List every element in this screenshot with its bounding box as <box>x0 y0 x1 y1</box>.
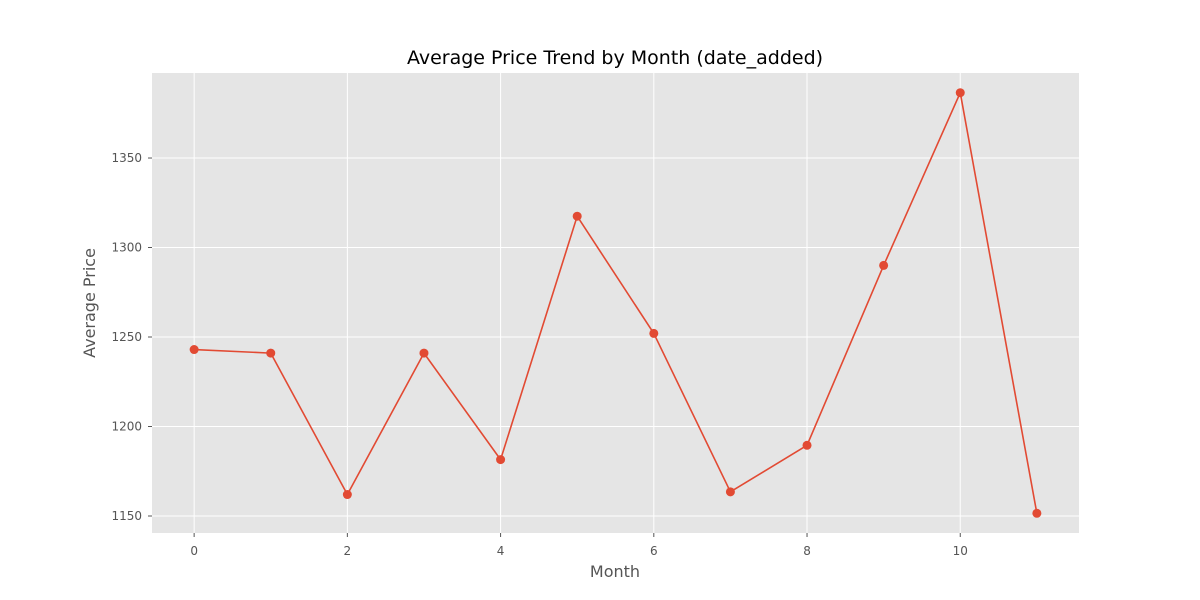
plot-area <box>152 73 1079 533</box>
y-tick-label: 1150 <box>111 509 142 523</box>
chart-title: Average Price Trend by Month (date_added… <box>407 47 823 69</box>
data-point <box>342 490 352 500</box>
y-tick-label: 1200 <box>111 420 142 434</box>
y-tick-label: 1300 <box>111 241 142 255</box>
x-tick-label: 6 <box>650 544 658 558</box>
grid-lines <box>152 73 1079 533</box>
x-tick-label: 0 <box>190 544 198 558</box>
data-series <box>189 88 1042 518</box>
data-point <box>1032 508 1042 518</box>
data-point <box>189 345 199 355</box>
x-tick-label: 8 <box>803 544 811 558</box>
x-axis-title: Month <box>590 562 640 581</box>
data-point <box>266 348 276 358</box>
data-point <box>879 260 889 270</box>
axis-ticks: 0 2 4 6 8 10 1150 1200 1250 1300 1350 <box>111 151 967 558</box>
x-tick-label: 4 <box>497 544 505 558</box>
data-point <box>955 88 965 98</box>
x-tick-label: 10 <box>953 544 968 558</box>
data-point <box>802 440 812 450</box>
data-point <box>419 348 429 358</box>
y-tick-label: 1350 <box>111 151 142 165</box>
data-point <box>496 455 506 465</box>
data-point <box>572 211 582 221</box>
y-axis-title: Average Price <box>80 248 99 358</box>
y-tick-label: 1250 <box>111 330 142 344</box>
series-line <box>194 91 1038 514</box>
x-tick-label: 2 <box>344 544 352 558</box>
data-point <box>725 487 735 497</box>
data-point <box>649 328 659 338</box>
